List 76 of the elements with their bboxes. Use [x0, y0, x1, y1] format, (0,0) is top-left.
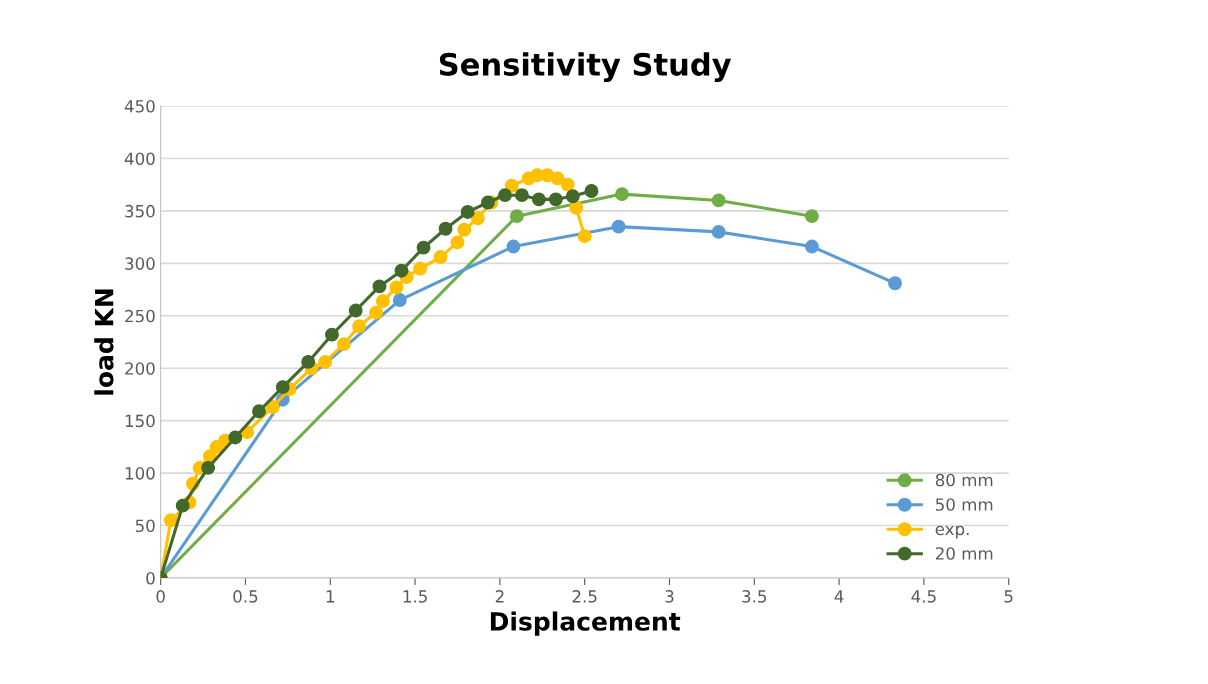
point — [711, 224, 726, 239]
point — [560, 177, 575, 192]
y-tick-label: 200 — [125, 362, 155, 375]
point — [450, 235, 465, 250]
x-tick-label: 4.5 — [911, 590, 936, 603]
point — [163, 513, 178, 528]
y-tick-label: 300 — [125, 257, 155, 270]
point — [201, 460, 216, 475]
point — [548, 192, 563, 207]
point — [336, 337, 351, 352]
point — [711, 193, 726, 208]
point — [389, 280, 404, 295]
legend-label: 20 mm — [935, 547, 993, 560]
point — [569, 200, 584, 215]
point — [577, 229, 592, 244]
point — [175, 498, 190, 513]
point — [438, 221, 453, 236]
point — [509, 209, 524, 224]
point — [615, 187, 629, 202]
point — [433, 250, 448, 264]
point — [275, 380, 290, 395]
point — [265, 400, 280, 414]
x-tick-label: 4 — [834, 590, 844, 603]
point — [301, 354, 316, 369]
point — [325, 327, 339, 342]
y-tick-label: 50 — [135, 519, 155, 533]
x-tick-label: 1 — [326, 590, 335, 603]
point — [888, 276, 902, 291]
point — [352, 319, 367, 334]
point — [392, 293, 407, 307]
point — [506, 239, 521, 254]
point — [228, 430, 243, 445]
point — [318, 354, 333, 369]
y-tick-label: 100 — [125, 467, 155, 480]
y-tick-label: 0 — [146, 571, 155, 585]
y-tick-label: 400 — [124, 152, 155, 166]
y-tick-label: 450 — [124, 99, 155, 113]
legend-label: 50 mm — [935, 498, 993, 511]
point — [460, 205, 475, 219]
x-tick-label: 1.5 — [403, 590, 427, 603]
x-tick-label: 2 — [495, 590, 504, 603]
x-tick-label: 5 — [1004, 590, 1013, 603]
legend-label: exp. — [935, 525, 969, 539]
point — [348, 303, 363, 318]
point — [611, 219, 626, 234]
y-tick-label: 250 — [125, 309, 155, 323]
point — [504, 178, 519, 193]
point — [457, 222, 472, 237]
point — [584, 184, 599, 198]
x-tick-label: 0.5 — [233, 590, 258, 603]
point — [498, 188, 512, 203]
y-axis-title: load KN — [94, 289, 114, 395]
point — [514, 188, 529, 203]
x-tick-label: 2.5 — [572, 590, 597, 603]
point — [369, 305, 384, 320]
point — [804, 209, 819, 224]
x-tick-label: 3 — [665, 590, 674, 603]
point — [413, 261, 428, 276]
point — [550, 171, 565, 186]
x-tick-label: 0 — [156, 590, 165, 603]
point — [394, 263, 409, 278]
point — [252, 404, 266, 419]
chart-title: Sensitivity Study — [439, 52, 732, 83]
point — [375, 294, 390, 309]
point — [481, 195, 495, 210]
point — [372, 279, 387, 294]
point — [804, 239, 819, 254]
y-tick-label: 150 — [125, 414, 155, 428]
point — [565, 189, 580, 204]
point — [470, 211, 485, 226]
y-tick-label: 350 — [125, 204, 155, 218]
point — [416, 240, 431, 255]
point — [531, 192, 546, 207]
legend-label: 80 mm — [935, 473, 993, 487]
x-axis-title: Displacement — [490, 611, 681, 636]
x-tick-label: 3.5 — [742, 590, 767, 603]
